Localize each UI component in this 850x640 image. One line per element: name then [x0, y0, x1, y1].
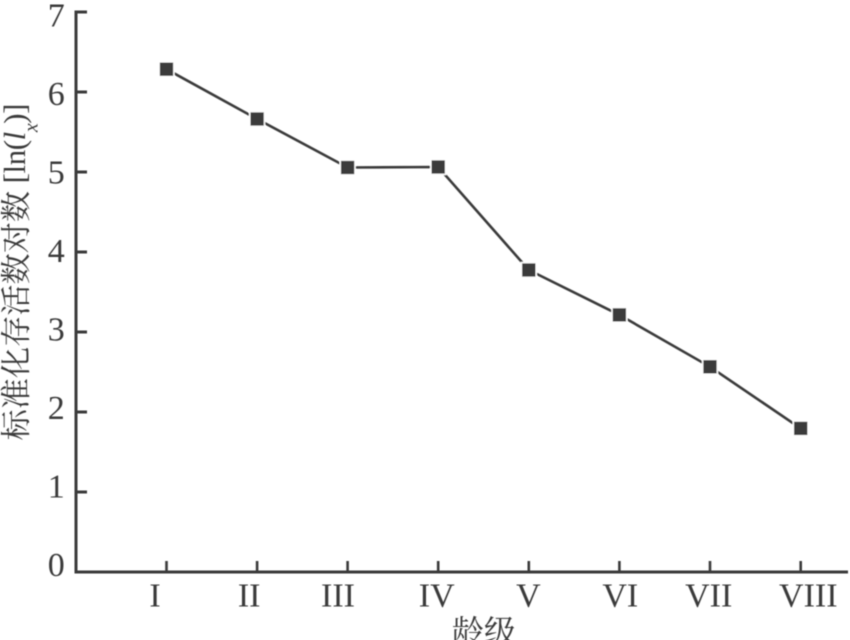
svg-text:II: II [238, 578, 261, 615]
svg-text:IV: IV [419, 578, 455, 615]
svg-text:7: 7 [48, 0, 65, 34]
svg-text:0: 0 [48, 547, 65, 584]
svg-text:VI: VI [602, 578, 638, 615]
svg-text:VIII: VIII [779, 578, 838, 615]
svg-text:III: III [321, 578, 355, 615]
svg-text:I: I [149, 578, 160, 615]
svg-text:4: 4 [48, 233, 65, 270]
svg-text:V: V [516, 578, 541, 615]
svg-text:1: 1 [48, 468, 65, 505]
svg-text:3: 3 [48, 311, 65, 348]
svg-text:2: 2 [48, 390, 65, 427]
svg-text:5: 5 [48, 154, 65, 191]
svg-text:VII: VII [685, 578, 732, 615]
svg-text:6: 6 [48, 76, 65, 113]
